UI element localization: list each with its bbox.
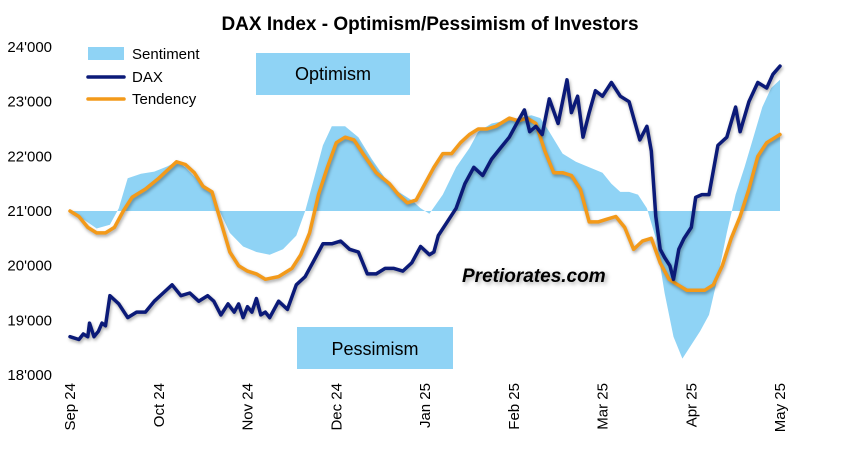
y-tick-label: 23'000	[7, 94, 52, 111]
x-tick-label: Nov 24	[240, 383, 257, 431]
legend-label-dax: DAX	[132, 69, 163, 86]
plot-area	[68, 64, 782, 359]
x-tick-label: Dec 24	[328, 383, 345, 431]
x-tick-label: Sep 24	[62, 383, 79, 431]
y-tick-label: 24'000	[7, 39, 52, 56]
legend-swatch-sentiment	[88, 47, 124, 60]
x-tick-label: Jan 25	[417, 383, 434, 428]
y-tick-label: 18'000	[7, 367, 52, 384]
y-tick-label: 19'000	[7, 312, 52, 329]
optimism-rect	[256, 53, 410, 95]
x-axis: Sep 24 Oct 24 Nov 24 Dec 24 Jan 25 Feb 25 Mar …	[62, 383, 789, 432]
x-tick-label: Apr 25	[683, 383, 700, 427]
legend: Sentiment DAX Tendency	[86, 46, 200, 108]
legend-label-sentiment: Sentiment	[132, 46, 200, 63]
pessimism-box: Pessimism	[297, 327, 453, 369]
y-axis: 18'000 19'000 20'000 21'000 22'000 23'000 24'0…	[7, 39, 52, 384]
x-tick-label: Mar 25	[595, 383, 612, 430]
chart-title: DAX Index - Optimism/Pessimism of Invest…	[221, 14, 638, 35]
x-tick-label: Oct 24	[151, 383, 168, 427]
tendency-line	[68, 116, 782, 293]
pessimism-rect	[297, 327, 453, 369]
optimism-box: Optimism	[256, 53, 410, 95]
y-tick-label: 22'000	[7, 148, 52, 165]
y-tick-label: 21'000	[7, 203, 52, 220]
sentiment-area	[70, 79, 780, 359]
x-tick-label: May 25	[772, 383, 789, 432]
legend-label-tendency: Tendency	[132, 91, 197, 108]
x-tick-label: Feb 25	[506, 383, 523, 430]
pessimism-label: Pessimism	[331, 339, 418, 359]
y-tick-label: 20'000	[7, 258, 52, 275]
brand-watermark: Pretiorates.com	[462, 266, 606, 287]
optimism-label: Optimism	[295, 64, 371, 84]
dax-line	[68, 64, 782, 342]
